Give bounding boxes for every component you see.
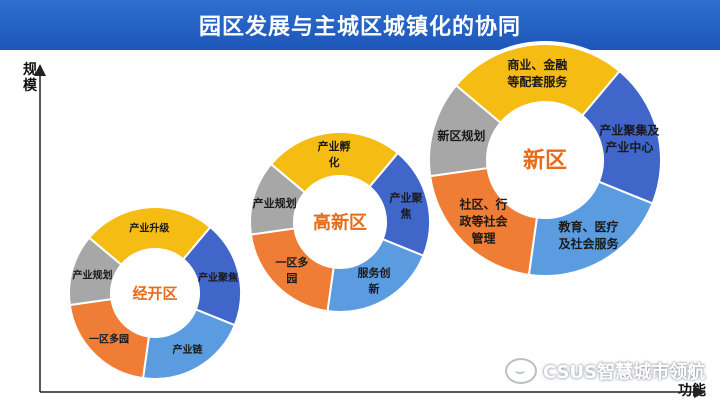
segment-label: 服务创新 [358,266,391,296]
ring-segment [428,84,502,178]
watermark: CSUS智慧城市领航 [505,358,705,384]
segment-label: 产业孵化 [318,139,351,169]
ring-segment [249,162,307,236]
ring-segment [428,166,539,277]
y-axis-label: 规模 [23,62,37,94]
ring-center-label: 高新区 [313,211,367,233]
segment-label: 一区多园 [89,332,129,345]
segment-label: 产业规划 [73,269,113,282]
ring-segment [68,236,123,307]
ring-segment [527,180,654,277]
ring-segment [87,206,212,267]
ring-segment [454,43,621,125]
page-title: 园区发展与主城区城镇化的协同 [198,15,521,40]
segment-label: 产业聚集及产业中心 [599,123,660,155]
segment-label: 产业聚焦 [389,190,423,220]
segment-label: 教育、医疗及社会服务 [557,219,619,251]
ring-center-label: 新区 [523,148,567,174]
segment-label: 产业链 [173,343,204,356]
segment-label: 产业规划 [253,196,297,210]
chat-icon [505,358,537,384]
segment-label: 产业升级 [129,222,170,235]
ring-segment [580,69,662,205]
watermark-text: CSUS智慧城市领航 [543,362,706,383]
segment-label: 商业、金融等配套服务 [506,57,568,89]
segment-label: 新区规划 [437,128,485,143]
segment-label: 产业聚焦 [198,271,238,284]
segment-label: 一区多园 [275,255,308,285]
rings-group: 产业升级产业聚焦产业链一区多园产业规划经开区产业孵化产业聚焦服务创新一区多园产业… [66,41,664,382]
ring-3: 商业、金融等配套服务产业聚集及产业中心教育、医疗及社会服务社区、行政等社会管理新… [426,41,664,279]
segment-label: 社区、行政等社会管理 [458,197,508,246]
title-bar: 园区发展与主城区城镇化的协同 [0,0,720,50]
ring-center-label: 经开区 [132,284,177,302]
ring-segment [326,237,425,313]
ring-segment [269,131,400,194]
